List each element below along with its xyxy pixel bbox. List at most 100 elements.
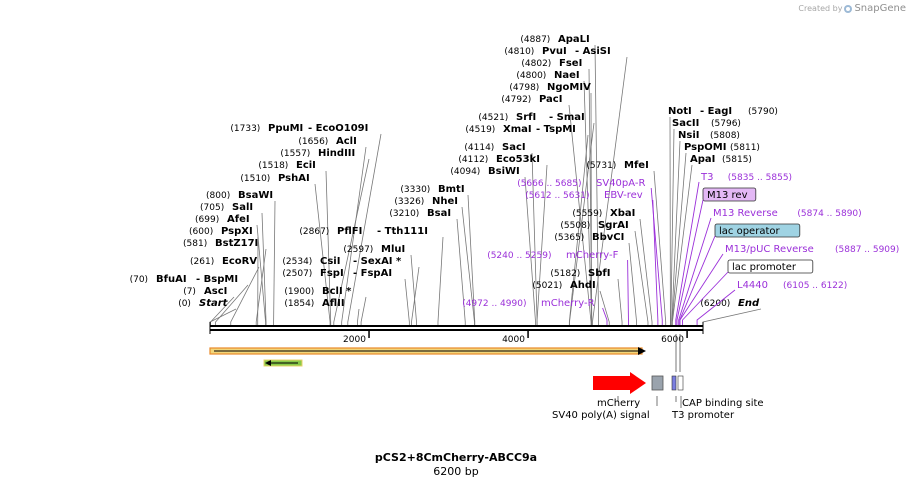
site-position: (5790): [748, 107, 778, 117]
primer-line: [602, 307, 608, 326]
site-name: SalI: [232, 202, 253, 213]
site-name: EcoRV: [222, 256, 257, 267]
site-position: (5365): [554, 233, 584, 243]
primer-range: (5874 .. 5890): [797, 209, 861, 219]
primer-line: [678, 217, 712, 326]
site-partner: - EagI: [700, 106, 732, 117]
site-name: XmaI: [503, 124, 532, 135]
site-position: (5808): [710, 131, 740, 141]
site-position: (5796): [711, 119, 741, 129]
site-line: [594, 44, 599, 326]
site-position: (3326): [394, 197, 424, 207]
site-name: BstZ17I: [215, 238, 258, 249]
feature-label: CAP binding site: [682, 398, 764, 409]
site-name: SrfI: [516, 112, 536, 123]
plasmid-name: pCS2+8CmCherry-ABCC9a: [374, 451, 538, 464]
snapgene-app-name: SnapGene: [854, 3, 906, 14]
feature-box-label: lac promoter: [732, 262, 797, 273]
site-partner: - SmaI: [549, 112, 585, 123]
site-name: SacII: [672, 118, 699, 129]
site-name: BsaWI: [238, 190, 273, 201]
site-name: ApaI: [690, 154, 715, 165]
feature-label: SV40 poly(A) signal: [552, 410, 650, 421]
site-position: (4519): [465, 125, 495, 135]
site-position: (70): [130, 275, 148, 285]
feature-box: [702, 187, 757, 202]
feature-box-label: M13 rev: [707, 190, 748, 201]
site-line: [531, 152, 538, 326]
small-orf-arrow-head: [265, 360, 271, 366]
site-name: PspOMI: [684, 142, 726, 153]
site-position: (4521): [478, 113, 508, 123]
backbone-layer: 2000 4000 6000: [209, 322, 704, 345]
site-name: CsiI: [320, 256, 340, 267]
site-line: [568, 104, 592, 326]
site-line: [325, 170, 332, 326]
primer-line: [679, 253, 724, 326]
site-name: HindIII: [318, 148, 355, 159]
site-name: BsiWI: [488, 166, 520, 177]
primer-range: (4972 .. 4990): [462, 299, 526, 309]
site-name: PflFI: [337, 226, 362, 237]
snapgene-branding: Created by SnapGene: [798, 3, 906, 14]
ruler-tick-label: 6000: [661, 335, 684, 345]
mcherry-feature-arrow: [593, 372, 646, 394]
site-line: [702, 308, 762, 326]
site-line: [261, 212, 267, 326]
site-line: [639, 218, 653, 326]
site-partner: - EcoO109I: [308, 123, 368, 134]
site-name: PshAI: [278, 173, 310, 184]
primer-range: (6105 .. 6122): [783, 281, 847, 291]
site-position: (5182): [550, 269, 580, 279]
primer-label: M13 Reverse: [713, 208, 778, 219]
site-line: [628, 242, 638, 326]
site-line: [230, 266, 260, 326]
site-position: (581): [183, 239, 207, 249]
site-position: (600): [189, 227, 213, 237]
site-position: (705): [200, 203, 224, 213]
primer-line: [650, 187, 663, 326]
site-line: [410, 254, 417, 326]
site-name: Eco53kI: [496, 154, 540, 165]
site-position: (5815): [722, 155, 752, 165]
primer-range: (5887 .. 5909): [835, 245, 899, 255]
site-position: (2507): [282, 269, 312, 279]
site-line: [404, 278, 410, 326]
site-name: AhdI: [570, 280, 596, 291]
site-name: AscI: [204, 286, 227, 297]
site-partner: - FspAI: [353, 268, 392, 279]
primer-label: T3: [700, 172, 713, 183]
primer-label: mCherry-R: [541, 298, 595, 309]
site-position: (3330): [400, 185, 430, 195]
site-position: (699): [195, 215, 219, 225]
ruler-tick-label: 2000: [343, 335, 366, 345]
site-position: (1900): [284, 287, 314, 297]
site-line: [360, 296, 367, 326]
site-position: (3210): [389, 209, 419, 219]
site-line: [634, 230, 649, 326]
site-line: [255, 248, 267, 326]
feature-box-label: lac operator: [719, 226, 780, 237]
orf-arrow-head: [638, 347, 646, 355]
site-position: (2534): [282, 257, 312, 267]
created-by-label: Created by: [798, 4, 843, 13]
site-line: [333, 158, 370, 326]
site-name: FseI: [559, 58, 582, 69]
site-partner: - BspMI: [196, 274, 238, 285]
site-line: [314, 183, 331, 326]
site-name: BclI *: [322, 286, 352, 297]
primer-range: (5835 .. 5855): [728, 173, 792, 183]
site-line: [437, 236, 444, 326]
site-position: (1557): [280, 149, 310, 159]
site-name: SgrAI: [598, 220, 629, 231]
site-name: NaeI: [554, 70, 580, 81]
site-name: FspI: [320, 268, 344, 279]
site-position: (1854): [284, 299, 314, 309]
site-name: EciI: [296, 160, 316, 171]
site-name: PspXI: [221, 226, 253, 237]
site-line: [670, 128, 675, 326]
primer-line: [676, 199, 704, 326]
site-position: (1656): [298, 137, 328, 147]
site-name: SbfI: [588, 268, 610, 279]
